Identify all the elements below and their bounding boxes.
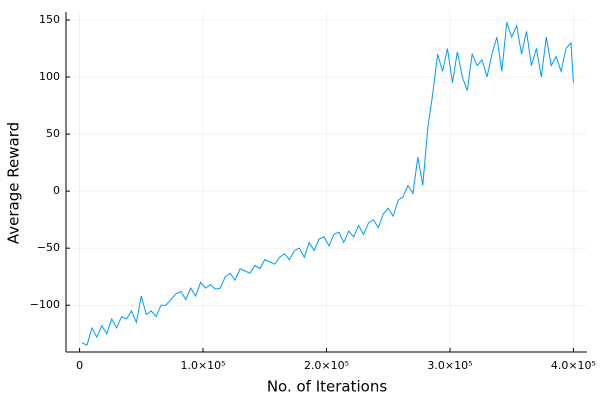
data-line [81, 22, 574, 346]
x-tick-label: 1.0×10⁵ [180, 359, 225, 372]
x-axis-label: No. of Iterations [267, 378, 388, 396]
x-tick-label: 0 [76, 359, 83, 372]
x-tick-label: 4.0×10⁵ [551, 359, 596, 372]
y-tick-label: 150 [39, 13, 60, 26]
y-axis-label: Average Reward [5, 122, 23, 244]
x-tick-label: 3.0×10⁵ [427, 359, 472, 372]
y-tick-label: 0 [53, 184, 60, 197]
y-tick-label: −100 [30, 298, 60, 311]
x-tick-label: 2.0×10⁵ [304, 359, 349, 372]
y-tick-label: −50 [37, 241, 60, 254]
y-tick-label: 100 [39, 70, 60, 83]
y-tick-label: 50 [46, 127, 60, 140]
